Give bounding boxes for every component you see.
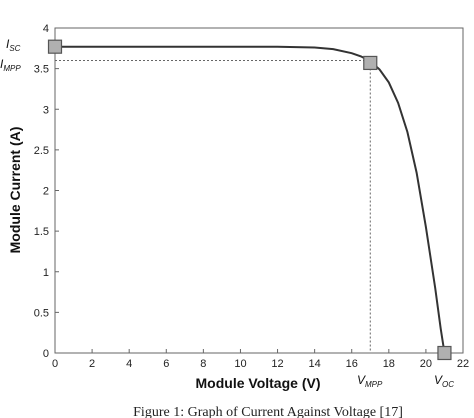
x-tick-label: 0: [52, 358, 58, 370]
x-tick-label: 20: [420, 358, 432, 370]
curve-marker: [363, 55, 378, 71]
iv-curve-line: [55, 45, 446, 354]
y-tick-label: 3.5: [34, 64, 49, 76]
x-tick-label: 2: [89, 358, 95, 370]
x-tick-label: 22: [457, 358, 469, 370]
y-tick-label: 4: [43, 23, 49, 35]
y-axis-ticks: 0 0.5 1 1.5 2 2.5 3 3.5 4: [34, 23, 59, 360]
y-tick-label: 0: [43, 348, 49, 360]
x-tick-label: 8: [200, 358, 206, 370]
x-axis-ticks: 0 2 4 6 8 10 12 14 16 18 20 22: [52, 349, 469, 370]
x-tick-label: 4: [126, 358, 132, 370]
y-tick-label: 2: [43, 186, 49, 198]
x-tick-label: 6: [163, 358, 169, 370]
x-tick-label: 14: [309, 358, 321, 370]
voc-label: VOC: [434, 373, 454, 389]
curve-marker: [47, 39, 63, 54]
x-tick-label: 18: [383, 358, 395, 370]
figure-caption: Figure 1: Graph of Current Against Volta…: [133, 405, 403, 418]
vmpp-label: VMPP: [357, 373, 383, 389]
x-tick-label: 16: [346, 358, 358, 370]
curve-markers: [47, 39, 452, 361]
impp-label: IMPP: [0, 57, 21, 73]
x-tick-label: 12: [271, 358, 283, 370]
y-axis-label: Module Current (A): [7, 127, 23, 254]
isc-label: ISC: [6, 37, 21, 53]
x-axis-label: Module Voltage (V): [196, 375, 321, 391]
y-tick-label: 3: [43, 104, 49, 116]
plot-frame: [54, 27, 464, 354]
x-tick-label: 10: [234, 358, 246, 370]
y-tick-label: 1: [43, 267, 49, 279]
y-tick-label: 0.5: [34, 307, 49, 319]
curve-marker: [437, 345, 452, 361]
y-tick-label: 1.5: [34, 226, 49, 238]
y-tick-label: 2.5: [34, 145, 49, 157]
